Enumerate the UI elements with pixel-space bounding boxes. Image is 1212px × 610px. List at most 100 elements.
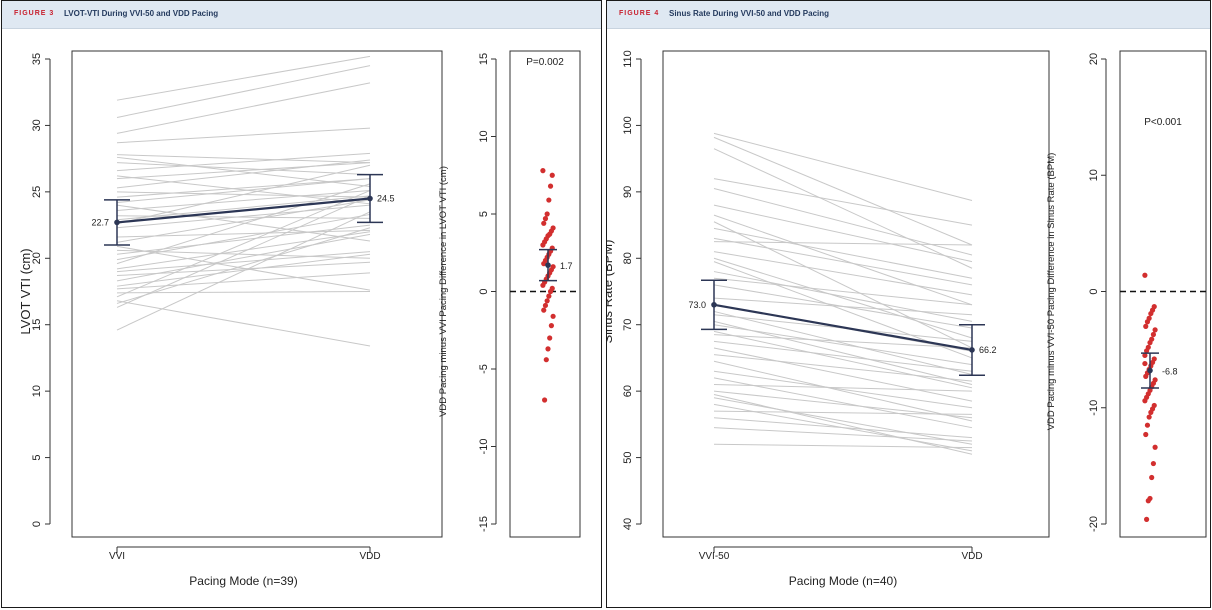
figure-4-label: FIGURE 4 (619, 10, 660, 17)
difference-point (1142, 360, 1148, 367)
subject-line (713, 271, 973, 322)
subject-line (713, 347, 973, 402)
diff-y-tick-label: -10 (478, 439, 490, 455)
subject-line (116, 178, 371, 203)
subject-line (116, 162, 371, 180)
diff-y-axis-label: VDD Pacing minus VVI Pacing Difference i… (438, 166, 449, 417)
subject-line (116, 300, 371, 347)
main-plot-frame (71, 50, 443, 538)
subject-line (116, 253, 371, 287)
difference-point (1150, 460, 1156, 467)
difference-point (1142, 352, 1148, 359)
difference-point (542, 216, 549, 222)
subject-line (713, 384, 973, 392)
subject-line (713, 257, 973, 339)
subject-line (713, 417, 973, 439)
subject-line (116, 164, 371, 225)
difference-point (548, 323, 555, 329)
diff-y-tick-label: -10 (1088, 400, 1100, 416)
mean-label: 24.5 (377, 194, 395, 204)
diff-y-tick-label: 20 (1088, 53, 1100, 65)
x-tick-label: VDD (359, 551, 380, 562)
subject-line (713, 340, 973, 372)
mean-line (713, 303, 973, 352)
subject-line (713, 370, 973, 409)
difference-point (547, 288, 554, 295)
mean-point (367, 195, 373, 202)
difference-point (546, 293, 552, 299)
subject-line (713, 204, 973, 263)
y-tick-label: 70 (622, 319, 634, 331)
subject-line (116, 190, 371, 211)
subject-line (713, 221, 973, 349)
difference-point (543, 357, 549, 363)
difference-point (547, 335, 553, 341)
subject-line (713, 241, 973, 246)
diff-mean-point (1147, 367, 1153, 374)
subject-line (713, 148, 973, 269)
subject-line (116, 231, 371, 270)
difference-point (1143, 431, 1149, 438)
difference-point (1150, 331, 1156, 338)
subject-line (713, 443, 973, 449)
difference-point (1144, 348, 1150, 354)
diff-mean-point (545, 262, 551, 268)
y-tick-label: 30 (31, 119, 43, 131)
difference-point (1152, 444, 1158, 450)
difference-point (544, 211, 550, 217)
mean-label: 73.0 (688, 300, 706, 310)
subject-line (116, 227, 371, 304)
subject-line (116, 65, 371, 118)
y-tick-label: 100 (622, 116, 634, 134)
subject-line (713, 136, 973, 246)
p-value-label: P=0.002 (526, 57, 564, 68)
subject-line (713, 227, 973, 279)
subject-line (116, 82, 371, 134)
difference-point (1152, 327, 1158, 333)
subject-line (116, 213, 371, 261)
difference-point (540, 242, 546, 248)
difference-point (1149, 474, 1155, 481)
subject-line (713, 354, 973, 382)
diff-y-axis-label: VDD Pacing minus VVI-50 Pacing Differenc… (1046, 153, 1057, 431)
diff-plot-frame (1119, 50, 1207, 538)
difference-point (541, 307, 547, 313)
subject-line (116, 195, 371, 221)
mean-point (969, 347, 975, 353)
y-tick-label: 110 (622, 50, 634, 68)
subject-line (713, 188, 973, 256)
difference-point (1148, 310, 1154, 317)
difference-point (541, 220, 547, 226)
subject-line (116, 211, 371, 331)
difference-point (1145, 498, 1151, 504)
mean-label: 66.2 (979, 345, 997, 355)
difference-point (1144, 516, 1150, 522)
difference-point (550, 313, 556, 319)
subject-line (713, 178, 973, 226)
y-tick-label: 15 (31, 319, 43, 331)
subject-line (713, 297, 973, 316)
diff-y-tick-label: -15 (478, 516, 490, 532)
mean-label: 22.7 (91, 217, 109, 227)
subject-line (116, 199, 371, 243)
subject-line (713, 132, 973, 201)
diff-y-tick-label: -20 (1088, 516, 1100, 532)
subject-line (713, 377, 973, 429)
subject-line (713, 334, 973, 349)
y-tick-label: 0 (31, 521, 43, 527)
subject-line (116, 55, 371, 101)
y-tick-label: 90 (622, 186, 634, 198)
difference-point (542, 302, 549, 309)
subject-line (713, 214, 973, 306)
difference-point (549, 172, 555, 178)
figure-4-panel: FIGURE 4 Sinus Rate During VVI-50 and VD… (606, 0, 1211, 608)
difference-point (1146, 414, 1152, 420)
y-tick-label: 35 (31, 53, 43, 65)
subject-line (713, 277, 973, 306)
diff-y-tick-label: 5 (478, 211, 490, 217)
subject-line (116, 152, 371, 172)
diff-y-tick-label: 0 (1088, 288, 1100, 294)
p-value-label: P<0.001 (1144, 117, 1182, 128)
y-axis-label: Sinus Rate (BPM) (607, 239, 615, 343)
